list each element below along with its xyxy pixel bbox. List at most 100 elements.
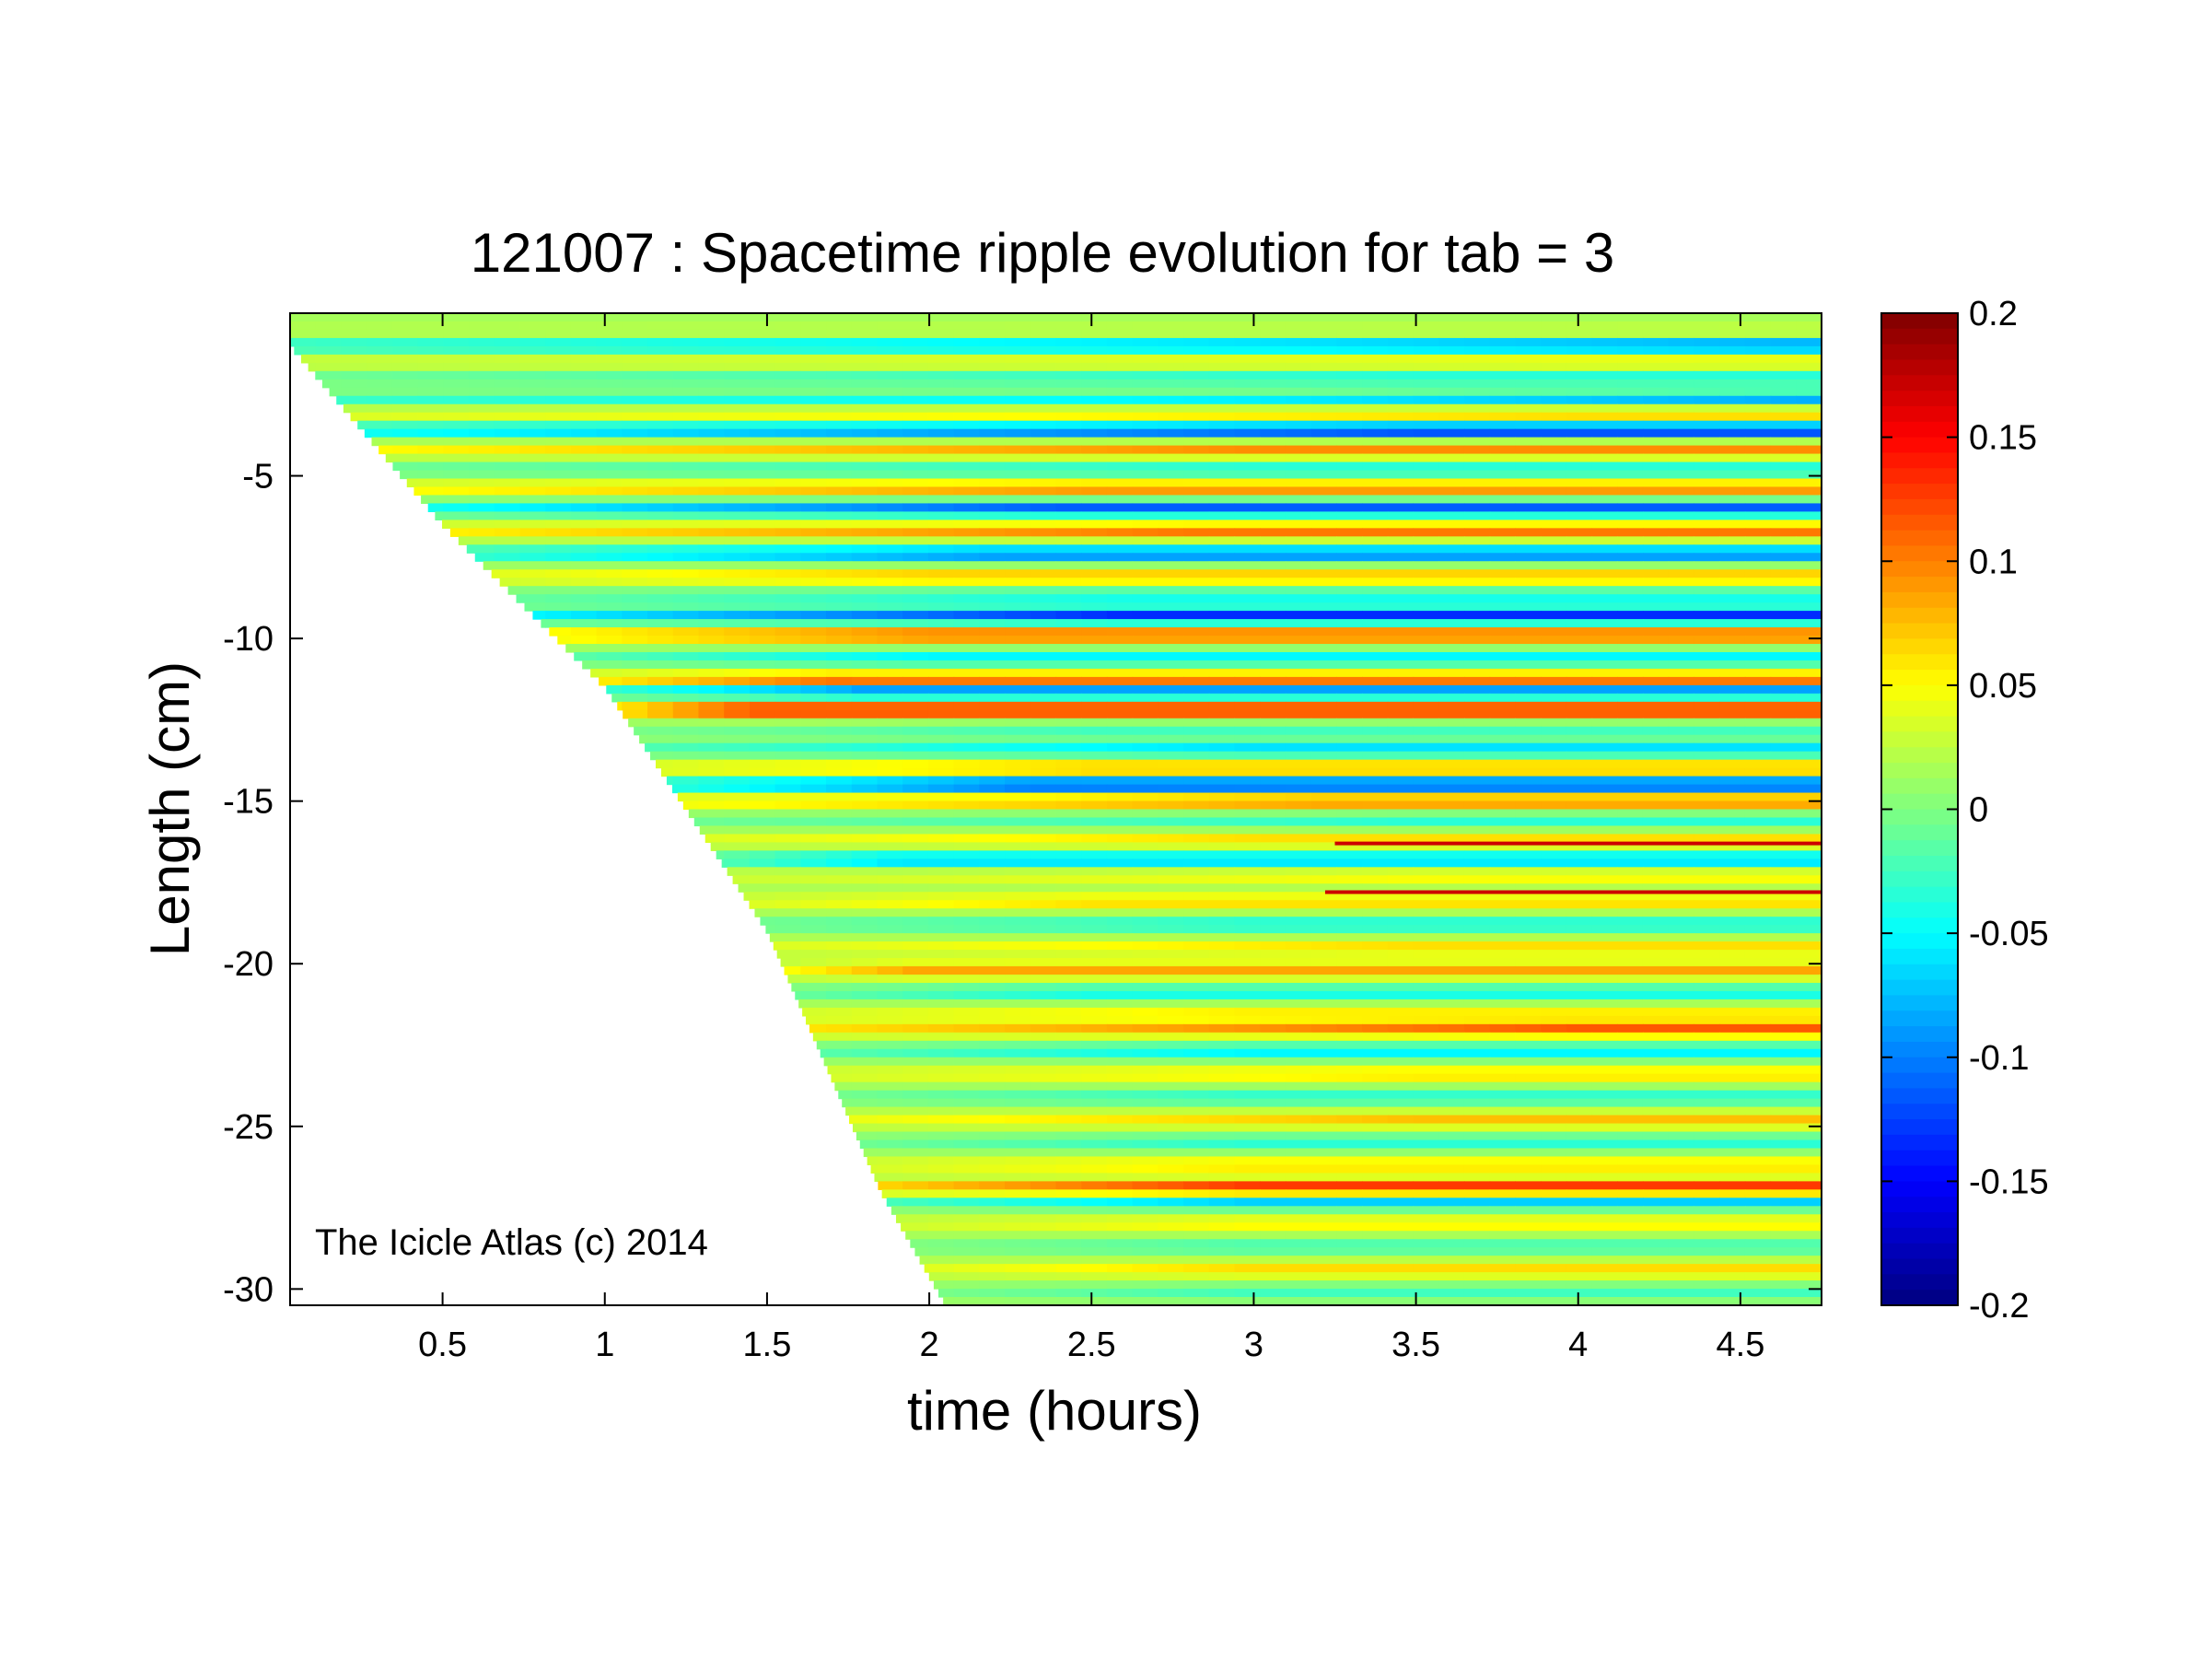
heatmap-cell <box>979 636 1006 645</box>
heatmap-cell <box>1668 437 1695 447</box>
heatmap-cell <box>1055 809 1082 819</box>
heatmap-cell <box>1005 1081 1031 1092</box>
heatmap-cell <box>710 842 725 851</box>
heatmap-cell <box>863 1148 879 1158</box>
heatmap-cell <box>1158 834 1184 843</box>
heatmap-cell <box>1260 470 1286 480</box>
heatmap-cell <box>1642 412 1670 422</box>
heatmap-cell <box>1005 850 1031 859</box>
heatmap-cell <box>851 445 879 455</box>
heatmap-cell <box>1260 528 1286 537</box>
heatmap-cell <box>1132 990 1158 1000</box>
heatmap-cell <box>1796 883 1822 893</box>
heatmap-cell <box>902 503 929 512</box>
heatmap-cell <box>826 1023 853 1034</box>
heatmap-cell <box>1541 445 1567 455</box>
heatmap-cell <box>519 553 546 562</box>
heatmap-cell <box>1591 403 1618 414</box>
heatmap-cell <box>1260 1148 1286 1158</box>
heatmap-cell <box>1030 767 1057 777</box>
heatmap-cell <box>953 751 980 761</box>
heatmap-cell <box>1617 569 1644 578</box>
heatmap-cell <box>315 362 343 372</box>
heatmap-cell <box>1285 908 1312 917</box>
heatmap-cell <box>1285 379 1312 389</box>
heatmap-cell <box>1591 875 1618 884</box>
heatmap-cell <box>1055 544 1082 554</box>
heatmap-cell <box>1387 660 1415 670</box>
heatmap-cell <box>1158 1081 1184 1092</box>
heatmap-cell <box>1208 403 1236 414</box>
heatmap-cell <box>1260 578 1286 587</box>
heatmap-cell <box>1744 834 1772 843</box>
heatmap-cell <box>1158 478 1184 488</box>
heatmap-cell <box>1005 329 1031 339</box>
heatmap-cell <box>1463 892 1491 901</box>
heatmap-cell <box>1005 594 1031 603</box>
heatmap-cell <box>1260 651 1286 661</box>
heatmap-cell <box>417 313 444 322</box>
heatmap-cell <box>1158 602 1184 612</box>
heatmap-cell <box>1158 1106 1184 1116</box>
heatmap-cell <box>1744 528 1772 537</box>
heatmap-cell <box>877 528 903 537</box>
heatmap-cell <box>1081 883 1108 893</box>
heatmap-cell <box>1158 842 1184 851</box>
heatmap-cell <box>469 520 495 529</box>
heatmap-cell <box>953 709 980 719</box>
heatmap-cell <box>1310 470 1337 480</box>
heatmap-cell <box>1132 1173 1158 1182</box>
heatmap-cell <box>902 1115 929 1125</box>
heatmap-cell <box>1387 387 1415 397</box>
heatmap-cell <box>622 445 648 455</box>
heatmap-cell <box>1438 966 1465 976</box>
heatmap-cell <box>826 809 853 819</box>
heatmap-cell <box>927 569 955 578</box>
heatmap-cell <box>1260 684 1286 695</box>
heatmap-cell <box>1132 701 1158 711</box>
heatmap-cell <box>1617 1148 1644 1158</box>
heatmap-cell <box>1668 1156 1695 1166</box>
heatmap-cell <box>784 966 801 976</box>
heatmap-cell <box>826 387 853 397</box>
heatmap-cell <box>1132 709 1158 719</box>
heatmap-cell <box>826 420 853 430</box>
heatmap-cell <box>1770 1098 1797 1108</box>
heatmap-cell <box>1234 1007 1261 1017</box>
heatmap-cell <box>1081 445 1108 455</box>
heatmap-cell <box>1260 437 1286 447</box>
heatmap-cell <box>877 701 903 711</box>
heatmap-cell <box>1285 975 1312 984</box>
heatmap-cell <box>1617 990 1644 1000</box>
heatmap-cell <box>851 536 879 545</box>
heatmap-cell <box>1234 445 1261 455</box>
heatmap-cell <box>1158 520 1184 529</box>
heatmap-cell <box>800 850 827 859</box>
heatmap-cell <box>1489 1057 1516 1067</box>
heatmap-cell <box>1770 1139 1797 1150</box>
heatmap-cell <box>1132 644 1158 653</box>
heatmap-cell <box>953 892 980 901</box>
heatmap-cell <box>851 892 879 901</box>
heatmap-cell <box>1617 660 1644 670</box>
heatmap-cell <box>570 536 598 545</box>
heatmap-cell <box>1387 709 1415 719</box>
heatmap-cell <box>1387 776 1415 786</box>
heatmap-cell <box>1566 536 1593 545</box>
heatmap-cell <box>1081 776 1108 786</box>
heatmap-cell <box>1106 553 1134 562</box>
heatmap-cell <box>1719 544 1746 554</box>
heatmap-cell <box>1642 933 1670 942</box>
heatmap-cell <box>1081 1131 1108 1141</box>
heatmap-cell <box>469 420 495 430</box>
heatmap-cell <box>698 461 725 472</box>
heatmap-cell <box>1336 990 1363 1000</box>
heatmap-cell <box>1694 569 1720 578</box>
heatmap-cell <box>877 495 903 505</box>
heatmap-cell <box>698 362 725 372</box>
heatmap-cell <box>1234 1032 1261 1042</box>
heatmap-cell <box>1566 611 1593 620</box>
heatmap-cell <box>1566 420 1593 430</box>
heatmap-cell <box>1132 503 1158 512</box>
heatmap-cell <box>1081 859 1108 868</box>
